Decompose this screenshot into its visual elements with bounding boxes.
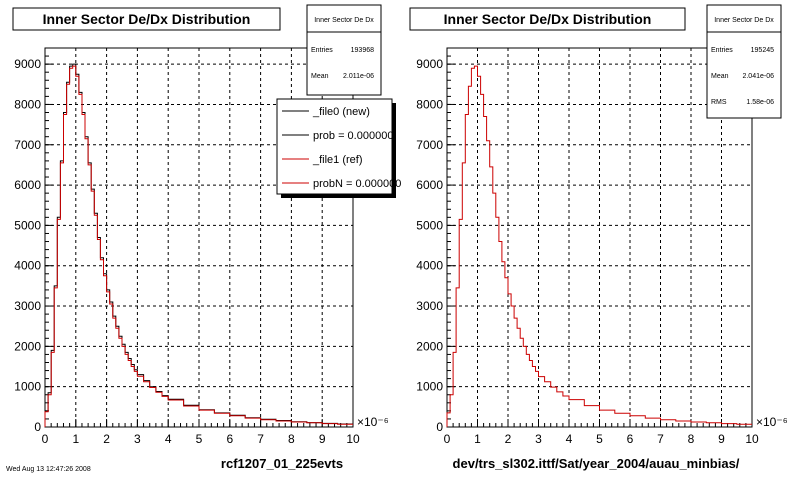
x-tick-label: 3 — [535, 432, 542, 446]
x-tick-label: 10 — [346, 432, 360, 446]
x-axis-label: dev/trs_sl302.ittf/Sat/year_2004/auau_mi… — [453, 456, 740, 471]
chart-panel-1: 0 1 2 3 4 5 6 7 8 9 10 0 1000 2000 3000 4000 5000 6000 700… — [12, 4, 401, 471]
x-tick-label: 8 — [288, 432, 295, 446]
y-tick-label: 8000 — [416, 97, 443, 111]
x-exponent-label: ×10⁻⁶ — [357, 415, 389, 429]
stats-value: 1.58e-06 — [746, 99, 774, 106]
y-tick-label: 0 — [34, 420, 41, 434]
legend-entry: probN = 0.000000 — [313, 178, 401, 190]
x-exponent-label: ×10⁻⁶ — [756, 415, 788, 429]
y-tick-label: 4000 — [14, 259, 41, 273]
stats-label: RMS — [711, 99, 727, 106]
x-tick-label: 4 — [165, 432, 172, 446]
y-tick-label: 3000 — [416, 299, 443, 313]
y-tick-label: 3000 — [14, 299, 41, 313]
stats-label: Entries — [711, 47, 733, 54]
x-tick-label: 9 — [319, 432, 326, 446]
legend-box — [276, 98, 393, 195]
y-tick-label: 4000 — [416, 259, 443, 273]
y-tick-label: 6000 — [416, 178, 443, 192]
stats-box — [306, 4, 382, 96]
x-tick-label: 9 — [718, 432, 725, 446]
x-tick-label: 1 — [72, 432, 79, 446]
stats-label: Mean — [311, 73, 329, 80]
x-tick-label: 4 — [566, 432, 573, 446]
stats-value: 2.011e-06 — [343, 73, 374, 80]
x-tick-label: 2 — [103, 432, 110, 446]
stats-label: Mean — [711, 73, 729, 80]
y-tick-label: 6000 — [14, 178, 41, 192]
y-tick-label: 8000 — [14, 97, 41, 111]
stats-value: 2.041e-06 — [742, 73, 774, 80]
x-tick-label: 8 — [688, 432, 695, 446]
y-tick-label: 9000 — [14, 57, 41, 71]
stats-value: 195245 — [751, 47, 774, 54]
x-tick-label: 1 — [474, 432, 481, 446]
y-tick-label: 2000 — [416, 339, 443, 353]
chart-panel-2: 0 1 2 3 4 5 6 7 8 9 10 0 1000 2000 3000 4000 5000 6000 700… — [409, 4, 788, 471]
y-tick-label: 7000 — [14, 138, 41, 152]
y-tick-label: 2000 — [14, 339, 41, 353]
y-tick-label: 1000 — [14, 380, 41, 394]
stats-label: Entries — [311, 47, 333, 54]
chart-title: Inner Sector De/Dx Distribution — [444, 11, 652, 27]
y-tick-label: 7000 — [416, 138, 443, 152]
y-tick-label: 5000 — [416, 218, 443, 232]
x-tick-label: 6 — [627, 432, 634, 446]
legend-entry: _file1 (ref) — [312, 154, 363, 166]
x-tick-label: 7 — [657, 432, 664, 446]
y-tick-label: 9000 — [416, 57, 443, 71]
x-axis-label: rcf1207_01_225evts — [221, 456, 343, 471]
legend-entry: prob = 0.000000 — [313, 130, 393, 142]
footer-timestamp: Wed Aug 13 12:47:26 2008 — [6, 466, 91, 473]
x-tick-label: 3 — [134, 432, 141, 446]
series-line-2 — [44, 65, 353, 427]
chart-title: Inner Sector De/Dx Distribution — [43, 11, 251, 27]
x-tick-label: 0 — [444, 432, 451, 446]
y-tick-label: 1000 — [416, 380, 443, 394]
plot-frame — [446, 47, 753, 428]
legend: _file0 (new) prob = 0.000000 _file1 (ref) p… — [276, 98, 401, 198]
y-tick-label: 5000 — [14, 218, 41, 232]
stats-title: Inner Sector De Dx — [314, 17, 374, 24]
chart-title-box — [12, 7, 281, 31]
x-tick-label: 0 — [42, 432, 49, 446]
stats-box — [706, 4, 782, 119]
x-tick-label: 2 — [505, 432, 512, 446]
legend-entry: _file0 (new) — [312, 106, 370, 118]
x-tick-label: 7 — [257, 432, 264, 446]
stats-title: Inner Sector De Dx — [714, 17, 774, 24]
x-tick-label: 10 — [745, 432, 759, 446]
x-tick-label: 5 — [196, 432, 203, 446]
chart-title-box — [409, 7, 686, 31]
y-tick-label: 0 — [436, 420, 443, 434]
x-tick-label: 5 — [596, 432, 603, 446]
x-tick-label: 6 — [226, 432, 233, 446]
series-line-1 — [446, 65, 752, 427]
stats-value: 193968 — [351, 47, 374, 54]
